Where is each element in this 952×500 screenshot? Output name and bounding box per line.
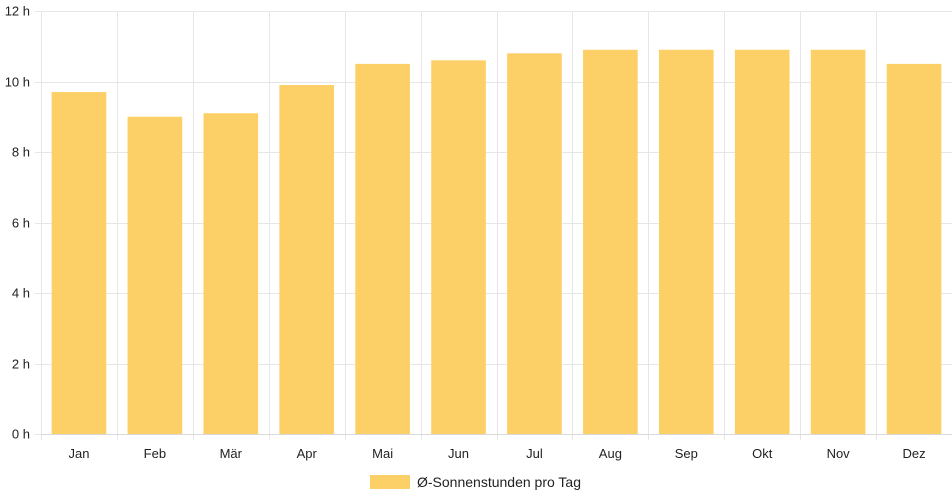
y-tick-label: 8 h	[12, 145, 30, 160]
x-tick-label: Jun	[448, 446, 469, 461]
bar-aug[interactable]	[583, 49, 638, 435]
bar-sep[interactable]	[658, 49, 714, 435]
x-tick-label: Nov	[827, 446, 851, 461]
legend-label: Ø-Sonnenstunden pro Tag	[417, 474, 581, 490]
x-tick-label: Okt	[752, 446, 773, 461]
y-tick-label: 10 h	[5, 75, 30, 90]
y-tick-label: 0 h	[12, 427, 30, 442]
bar-nov[interactable]	[810, 49, 866, 435]
y-tick-label: 4 h	[12, 286, 30, 301]
x-tick-label: Jan	[68, 446, 89, 461]
x-tick-label: Aug	[599, 446, 622, 461]
x-tick-label: Mai	[372, 446, 393, 461]
bar-layer	[51, 49, 942, 435]
x-tick-label: Mär	[220, 446, 243, 461]
grid-layer	[35, 11, 952, 440]
bar-mai[interactable]	[355, 63, 410, 434]
x-tick-label: Jul	[526, 446, 543, 461]
legend-swatch	[370, 475, 410, 489]
bar-okt[interactable]	[734, 49, 790, 435]
x-tick-label: Feb	[144, 446, 166, 461]
bar-jul[interactable]	[507, 53, 562, 435]
legend[interactable]: Ø-Sonnenstunden pro Tag	[370, 474, 581, 490]
x-tick-label: Apr	[297, 446, 318, 461]
bar-jan[interactable]	[51, 92, 107, 434]
axis-layer: 0 h 2 h 4 h 6 h 8 h 10 h 12 h Jan Feb Mär Apr Mai Ju…	[5, 4, 952, 461]
x-tick-label: Dez	[902, 446, 925, 461]
bar-jun[interactable]	[431, 60, 486, 434]
x-tick-label: Sep	[675, 446, 698, 461]
bar-apr[interactable]	[279, 85, 335, 435]
y-tick-label: 6 h	[12, 216, 30, 231]
bar-feb[interactable]	[127, 116, 183, 434]
bar-mär[interactable]	[203, 113, 259, 434]
y-tick-label: 12 h	[5, 4, 30, 19]
bar-dez[interactable]	[886, 63, 942, 434]
y-tick-label: 2 h	[12, 357, 30, 372]
